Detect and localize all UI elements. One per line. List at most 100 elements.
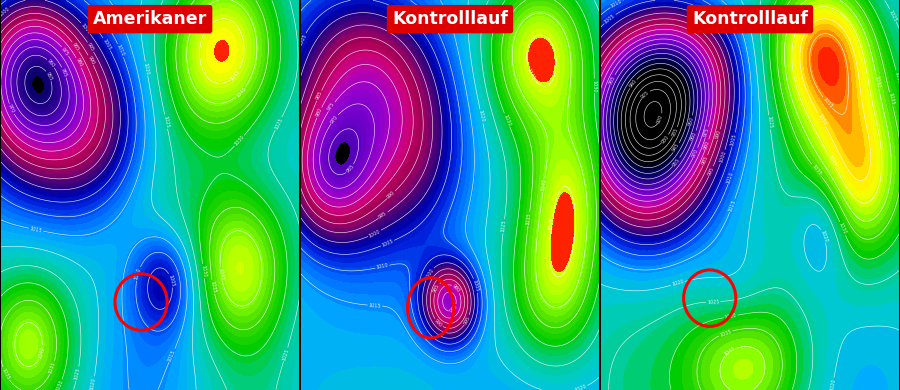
Text: 970: 970 (329, 114, 339, 124)
Text: 1015: 1015 (167, 349, 176, 362)
Text: 995: 995 (707, 166, 716, 176)
Text: 1000: 1000 (80, 22, 92, 35)
Text: 965: 965 (60, 67, 68, 78)
Text: 990: 990 (434, 318, 444, 328)
Text: 1020: 1020 (90, 377, 97, 390)
Text: 1005: 1005 (298, 33, 308, 46)
Text: 1035: 1035 (810, 163, 822, 176)
Text: 980: 980 (75, 57, 83, 68)
Text: 975: 975 (448, 304, 459, 314)
Text: 970: 970 (7, 104, 16, 114)
Text: 980: 980 (452, 284, 462, 294)
Text: 1030: 1030 (894, 71, 900, 84)
Text: 950: 950 (688, 116, 695, 126)
Text: 980: 980 (703, 140, 711, 150)
Text: 1020: 1020 (478, 110, 485, 123)
Text: 1040: 1040 (874, 76, 881, 89)
Text: 1000: 1000 (424, 267, 435, 280)
Text: 1030: 1030 (502, 113, 511, 127)
Text: 985: 985 (701, 155, 709, 165)
Text: 1020: 1020 (829, 378, 836, 390)
Text: 1000: 1000 (718, 150, 727, 163)
Text: 940: 940 (628, 78, 638, 89)
Text: 1025: 1025 (706, 299, 720, 305)
Text: 965: 965 (346, 164, 356, 174)
Text: 1035: 1035 (526, 212, 532, 225)
Text: 1015: 1015 (368, 303, 382, 308)
Text: 1005: 1005 (381, 238, 394, 248)
Text: 995: 995 (86, 42, 95, 52)
Text: 1020: 1020 (819, 229, 828, 243)
Text: 1035: 1035 (182, 4, 193, 18)
Text: 1010: 1010 (610, 0, 624, 9)
Text: 1035: 1035 (48, 361, 57, 374)
Text: 980: 980 (315, 107, 323, 118)
Text: 1030: 1030 (838, 222, 847, 235)
Text: 1010: 1010 (375, 263, 389, 270)
Text: 1000: 1000 (0, 5, 10, 17)
Text: 955: 955 (45, 71, 53, 81)
Text: 985: 985 (432, 283, 441, 294)
Text: 995: 995 (378, 211, 388, 220)
Text: 1025: 1025 (500, 220, 507, 232)
Text: 1025: 1025 (162, 115, 170, 128)
Text: 935: 935 (670, 127, 680, 137)
Text: 1005: 1005 (472, 279, 480, 292)
Text: 960: 960 (46, 58, 56, 69)
Text: 1030: 1030 (233, 135, 246, 147)
Text: 1030: 1030 (55, 379, 64, 390)
Text: 1015: 1015 (30, 226, 42, 234)
Text: 1005: 1005 (167, 274, 176, 287)
Text: Amerikaner: Amerikaner (93, 10, 207, 28)
Text: 1040: 1040 (541, 178, 547, 191)
Text: 1040: 1040 (218, 267, 224, 280)
Text: 945: 945 (671, 142, 681, 153)
Text: 1030: 1030 (200, 264, 207, 278)
Text: 1025: 1025 (74, 367, 81, 380)
Text: 1025: 1025 (888, 9, 898, 22)
Text: 1005: 1005 (730, 133, 738, 146)
Text: 920: 920 (656, 113, 664, 124)
Text: 990: 990 (86, 55, 95, 66)
Text: 1035: 1035 (210, 280, 217, 293)
Text: 955: 955 (671, 157, 681, 167)
Text: 1005: 1005 (603, 13, 616, 25)
Text: 1010: 1010 (116, 44, 125, 57)
Text: 1020: 1020 (574, 384, 588, 390)
Text: 1035: 1035 (887, 92, 895, 106)
Text: 960: 960 (690, 131, 698, 141)
Text: 970: 970 (691, 148, 699, 158)
Text: 925: 925 (640, 89, 651, 99)
Text: 975: 975 (60, 46, 70, 57)
Text: 1045: 1045 (548, 217, 554, 230)
Text: 1045: 1045 (526, 67, 536, 80)
Text: 1025: 1025 (766, 116, 773, 129)
Text: 930: 930 (661, 134, 670, 144)
Text: 1040: 1040 (235, 86, 248, 98)
Text: 990: 990 (716, 129, 723, 140)
Text: 1050: 1050 (816, 113, 827, 127)
Text: 995: 995 (463, 315, 472, 325)
Text: 1015: 1015 (728, 199, 737, 212)
Text: 1030: 1030 (724, 313, 737, 320)
Text: 1035: 1035 (1, 367, 11, 381)
Text: 1000: 1000 (368, 229, 382, 238)
Text: 1045: 1045 (230, 68, 241, 81)
Text: 985: 985 (71, 41, 80, 52)
Text: 1025: 1025 (282, 348, 290, 361)
Text: 1035: 1035 (719, 328, 733, 337)
Text: 975: 975 (703, 127, 711, 137)
Text: 1040: 1040 (724, 346, 737, 357)
Text: 1045: 1045 (826, 154, 837, 168)
Text: 990: 990 (386, 190, 396, 200)
Text: 1010: 1010 (134, 267, 142, 280)
Text: 985: 985 (315, 90, 323, 101)
Text: 1005: 1005 (102, 38, 112, 51)
Text: 965: 965 (608, 74, 617, 85)
Text: 1025: 1025 (274, 117, 284, 130)
Text: Kontrolllauf: Kontrolllauf (392, 10, 508, 28)
Text: 1030: 1030 (591, 80, 597, 92)
Text: 1020: 1020 (671, 279, 685, 287)
Text: 1010: 1010 (726, 170, 735, 184)
Text: 1055: 1055 (822, 96, 833, 109)
